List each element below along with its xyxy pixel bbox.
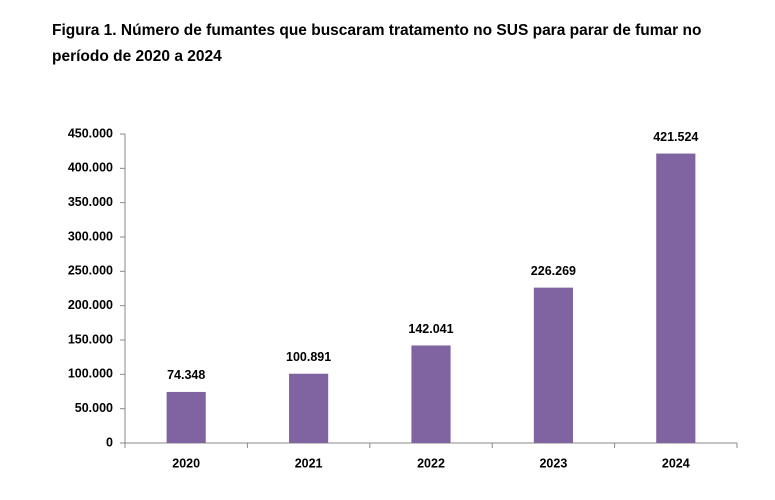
value-label: 142.041 <box>408 322 453 336</box>
y-tick-label: 300.000 <box>68 229 113 243</box>
y-tick-label: 150.000 <box>68 332 113 346</box>
value-label: 421.524 <box>653 130 698 144</box>
y-tick-label: 50.000 <box>75 401 113 415</box>
y-tick-label: 200.000 <box>68 298 113 312</box>
x-tick-label: 2023 <box>539 456 567 470</box>
y-tick-label: 400.000 <box>68 161 113 175</box>
x-tick-label: 2020 <box>172 456 200 470</box>
bar <box>166 391 206 443</box>
y-tick-label: 350.000 <box>68 195 113 209</box>
bar <box>289 373 329 443</box>
x-tick-label: 2021 <box>295 456 323 470</box>
chart-title: Figura 1. Número de fumantes que buscara… <box>52 22 702 65</box>
value-label: 100.891 <box>286 350 331 364</box>
bar <box>656 153 696 443</box>
bar <box>411 345 451 443</box>
y-tick-label: 250.000 <box>68 264 113 278</box>
x-tick-label: 2022 <box>417 456 445 470</box>
y-tick-label: 100.000 <box>68 367 113 381</box>
value-label: 226.269 <box>531 264 576 278</box>
y-tick-label: 0 <box>106 435 113 449</box>
value-label: 74.348 <box>167 368 205 382</box>
bar <box>533 287 573 443</box>
x-tick-label: 2024 <box>662 456 690 470</box>
y-tick-label: 450.000 <box>68 126 113 140</box>
